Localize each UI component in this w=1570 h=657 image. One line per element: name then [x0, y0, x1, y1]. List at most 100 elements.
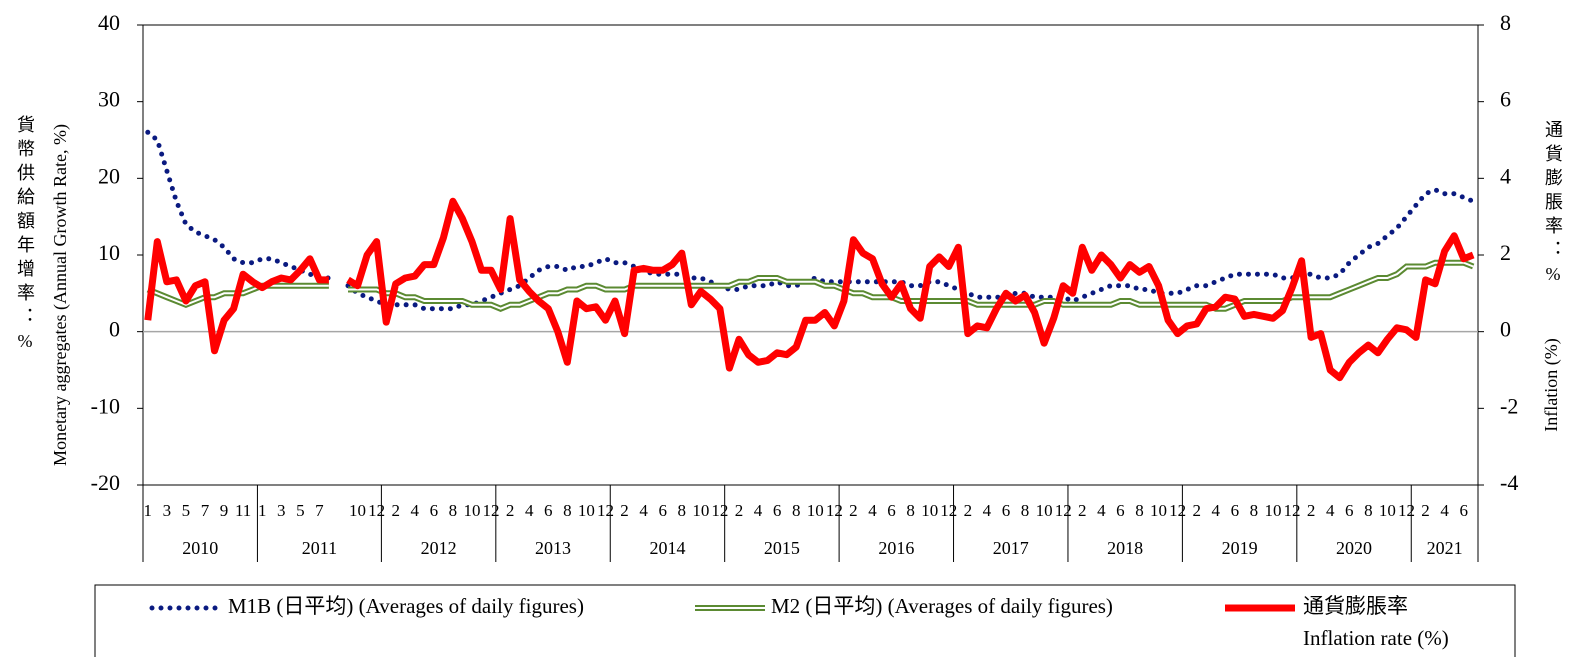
x-tick-label: 6: [1002, 501, 1011, 520]
x-tick-label: 8: [1364, 501, 1373, 520]
x-tick-label: 8: [563, 501, 572, 520]
x-tick-label: 6: [430, 501, 439, 520]
x-tick-label: 8: [1135, 501, 1144, 520]
x-tick-label: 4: [1326, 501, 1335, 520]
x-tick-label: 2: [1192, 501, 1201, 520]
year-label: 2014: [649, 538, 685, 558]
y-axis-title: Monetary aggregates (Annual Growth Rate,…: [50, 124, 71, 466]
x-tick-label: 4: [1212, 501, 1221, 520]
x-tick-label: 12: [368, 501, 385, 520]
x-tick-label: 4: [525, 501, 534, 520]
x-tick-label: 6: [1116, 501, 1125, 520]
y-axis-title-zh: 貨幣供給額年增率：%: [15, 115, 35, 357]
y-tick-label: 20: [98, 163, 120, 188]
year-label: 2018: [1107, 538, 1143, 558]
x-tick-label: 12: [1055, 501, 1072, 520]
year-label: 2017: [993, 538, 1029, 558]
y2-axis-title-zh: 通貨膨脹率：%: [1543, 120, 1563, 290]
y-tick-label: 0: [109, 317, 120, 342]
x-tick-label: 4: [411, 501, 420, 520]
x-tick-label: 9: [220, 501, 229, 520]
y2-tick-label: -2: [1500, 393, 1518, 418]
x-tick-label: 10: [578, 501, 595, 520]
x-tick-label: 10: [1379, 501, 1396, 520]
x-tick-label: 8: [1021, 501, 1030, 520]
x-tick-label: 12: [826, 501, 843, 520]
x-tick-label: 12: [940, 501, 957, 520]
x-tick-label: 2: [506, 501, 515, 520]
year-label: 2010: [182, 538, 218, 558]
x-tick-label: 4: [1440, 501, 1449, 520]
x-tick-label: 12: [597, 501, 614, 520]
x-tick-label: 12: [711, 501, 728, 520]
x-tick-label: 6: [1231, 501, 1240, 520]
year-label: 2016: [878, 538, 914, 558]
x-tick-label: 6: [658, 501, 667, 520]
legend-box: [94, 584, 1516, 657]
x-tick-label: 10: [349, 501, 366, 520]
y2-tick-label: 4: [1500, 163, 1511, 188]
x-tick-label: 11: [235, 501, 251, 520]
x-tick-label: 2: [1307, 501, 1316, 520]
y2-tick-label: 6: [1500, 87, 1511, 112]
x-tick-label: 10: [807, 501, 824, 520]
y2-tick-label: 2: [1500, 240, 1511, 265]
x-tick-label: 8: [678, 501, 687, 520]
x-tick-label: 4: [754, 501, 763, 520]
x-tick-label: 6: [544, 501, 553, 520]
x-tick-label: 2: [1421, 501, 1430, 520]
x-tick-label: 3: [163, 501, 172, 520]
x-tick-label: 10: [463, 501, 480, 520]
x-tick-label: 4: [983, 501, 992, 520]
year-label: 2020: [1336, 538, 1372, 558]
year-label: 2011: [302, 538, 337, 558]
year-label: 2021: [1427, 538, 1463, 558]
y-tick-label: -20: [91, 470, 120, 495]
year-label: 2015: [764, 538, 800, 558]
x-tick-label: 5: [296, 501, 305, 520]
x-tick-label: 8: [906, 501, 915, 520]
x-tick-label: 12: [483, 501, 500, 520]
x-tick-label: 2: [620, 501, 629, 520]
x-tick-label: 2: [735, 501, 744, 520]
x-tick-label: 6: [1459, 501, 1468, 520]
x-tick-label: 2: [391, 501, 400, 520]
series-line: [144, 197, 1475, 382]
legend-label: 通貨膨脹率: [1303, 594, 1408, 618]
y-tick-label: 30: [98, 87, 120, 112]
legend-label: Inflation rate (%): [1303, 626, 1449, 650]
x-tick-label: 1: [144, 501, 153, 520]
x-tick-label: 12: [1398, 501, 1415, 520]
x-tick-label: 10: [1150, 501, 1167, 520]
x-tick-label: 7: [315, 501, 324, 520]
y-tick-label: 10: [98, 240, 120, 265]
x-tick-label: 6: [1345, 501, 1354, 520]
x-tick-label: 10: [1036, 501, 1053, 520]
x-tick-label: 2: [849, 501, 858, 520]
y2-tick-label: 8: [1500, 10, 1511, 35]
x-tick-label: 8: [1250, 501, 1259, 520]
x-tick-label: 12: [1169, 501, 1186, 520]
y-tick-label: -10: [91, 393, 120, 418]
legend-label: M1B (日平均) (Averages of daily figures): [228, 594, 584, 618]
x-tick-label: 5: [182, 501, 191, 520]
year-label: 2019: [1222, 538, 1258, 558]
x-tick-label: 6: [887, 501, 896, 520]
x-tick-label: 4: [1097, 501, 1106, 520]
x-tick-label: 2: [964, 501, 973, 520]
x-tick-label: 8: [449, 501, 458, 520]
x-tick-label: 1: [258, 501, 267, 520]
legend-label: M2 (日平均) (Averages of daily figures): [771, 594, 1113, 618]
y2-tick-label: 0: [1500, 317, 1511, 342]
year-label: 2012: [421, 538, 457, 558]
x-tick-label: 4: [639, 501, 648, 520]
x-tick-label: 8: [792, 501, 801, 520]
y-tick-label: 40: [98, 10, 120, 35]
x-tick-label: 12: [1284, 501, 1301, 520]
x-tick-label: 7: [201, 501, 210, 520]
x-tick-label: 4: [868, 501, 877, 520]
x-tick-label: 3: [277, 501, 286, 520]
plot-frame: [142, 24, 1479, 486]
x-tick-label: 6: [773, 501, 782, 520]
